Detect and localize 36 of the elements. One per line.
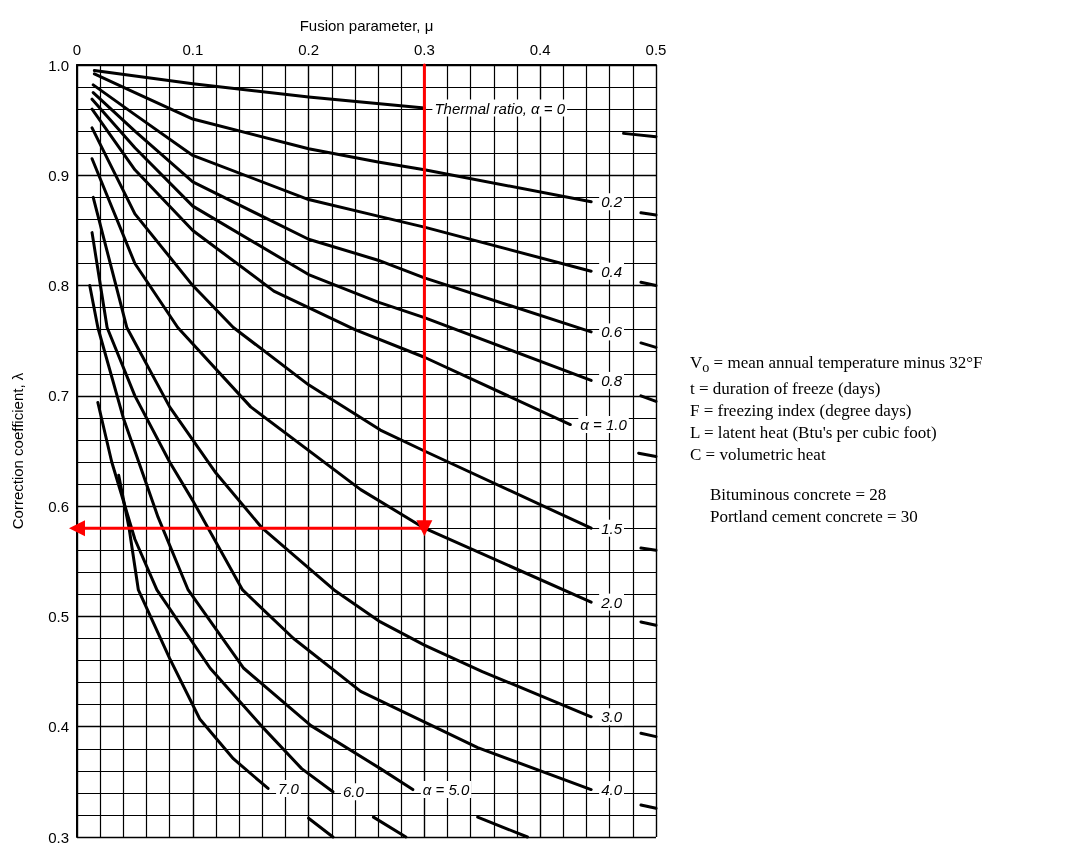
y-tick-label: 0.4 xyxy=(48,718,69,736)
text: L = latent heat (Btu's per cubic foot) xyxy=(690,422,938,445)
series-label: 0.6 xyxy=(601,323,623,341)
y-tick-label: 0.5 xyxy=(48,607,69,625)
x-tick-label: 0.4 xyxy=(529,41,551,58)
y-axis-title: Correction coefficient, λ xyxy=(9,372,26,530)
text: t = duration of freeze (days) xyxy=(690,378,882,401)
text: Portland cement concrete = 30 xyxy=(709,506,919,529)
series-label: α = 1.0 xyxy=(580,416,628,434)
x-tick-label: 0.2 xyxy=(298,41,320,58)
text: Bituminous concrete = 28 xyxy=(709,484,888,507)
y-tick-label: 1.0 xyxy=(48,56,69,74)
series-label: 2.0 xyxy=(600,593,623,611)
series-label: 7.0 xyxy=(278,779,300,797)
series-label: 4.0 xyxy=(601,781,623,799)
series-label: 1.5 xyxy=(601,519,623,537)
x-tick-label: 0.3 xyxy=(413,41,435,58)
y-tick-label: 0.6 xyxy=(48,497,69,515)
y-tick-label: 0.9 xyxy=(48,166,69,184)
text: F = freezing index (degree days) xyxy=(690,400,913,423)
text: C = volumetric heat xyxy=(690,444,827,467)
y-tick-label: 0.7 xyxy=(48,387,69,405)
series-label: 0.8 xyxy=(601,371,623,389)
x-tick-label: 0.1 xyxy=(182,41,204,58)
x-tick-label: 0 xyxy=(72,41,82,58)
series-label: Thermal ratio, α = 0 xyxy=(434,99,566,117)
series-label: 6.0 xyxy=(342,783,365,801)
series-label: 0.4 xyxy=(601,262,623,280)
y-tick-label: 0.3 xyxy=(48,828,69,846)
text: V$_{o}$ = mean annual temperature minus 32°F xyxy=(690,352,984,378)
y-tick-label: 0.8 xyxy=(48,277,69,295)
x-tick-label: 0.5 xyxy=(645,41,667,58)
x-axis-title: Fusion parameter, μ xyxy=(299,17,434,34)
series-label: α = 5.0 xyxy=(422,781,470,799)
series-label: 0.2 xyxy=(601,193,623,211)
series-label: 3.0 xyxy=(601,708,623,726)
